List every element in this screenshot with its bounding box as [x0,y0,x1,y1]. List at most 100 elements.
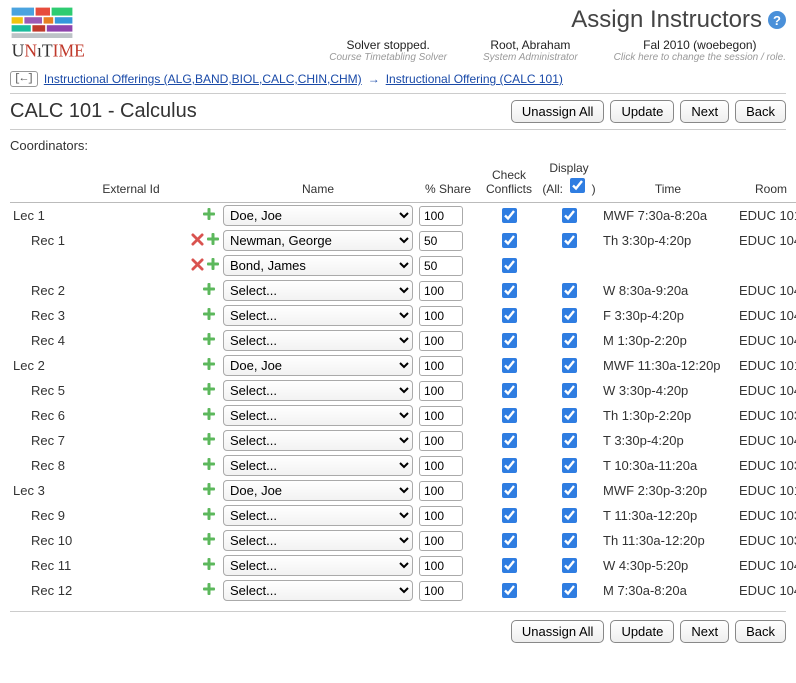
instructor-select[interactable]: Select...Doe, JoeNewman, GeorgeBond, Jam… [223,380,413,401]
check-conflicts-checkbox[interactable] [502,483,517,498]
share-input[interactable] [419,331,463,351]
display-checkbox[interactable] [562,383,577,398]
breadcrumb-link-offerings[interactable]: Instructional Offerings (ALG,BAND,BIOL,C… [44,72,362,86]
back-button[interactable]: Back [735,100,786,123]
instructor-select[interactable]: Select...Doe, JoeNewman, GeorgeBond, Jam… [223,480,413,501]
check-conflicts-checkbox[interactable] [502,333,517,348]
share-input[interactable] [419,381,463,401]
share-input[interactable] [419,456,463,476]
instructor-select[interactable]: Select...Doe, JoeNewman, GeorgeBond, Jam… [223,405,413,426]
check-conflicts-checkbox[interactable] [502,258,517,273]
check-conflicts-checkbox[interactable] [502,533,517,548]
add-icon[interactable] [202,432,216,446]
check-conflicts-checkbox[interactable] [502,208,517,223]
add-icon[interactable] [202,482,216,496]
display-checkbox[interactable] [562,458,577,473]
add-icon[interactable] [202,307,216,321]
section-label: Rec 3 [10,303,76,328]
share-input[interactable] [419,506,463,526]
add-icon[interactable] [202,582,216,596]
check-conflicts-checkbox[interactable] [502,433,517,448]
breadcrumb-link-offering[interactable]: Instructional Offering (CALC 101) [386,72,563,86]
display-checkbox[interactable] [562,558,577,573]
back-button[interactable]: Back [735,620,786,643]
check-conflicts-checkbox[interactable] [502,558,517,573]
add-icon[interactable] [202,282,216,296]
check-conflicts-checkbox[interactable] [502,458,517,473]
check-conflicts-checkbox[interactable] [502,308,517,323]
display-checkbox[interactable] [562,533,577,548]
next-button[interactable]: Next [680,620,729,643]
breadcrumb-back-icon[interactable]: [←] [10,71,38,87]
add-icon[interactable] [202,407,216,421]
check-conflicts-checkbox[interactable] [502,408,517,423]
share-input[interactable] [419,281,463,301]
add-icon[interactable] [202,207,216,221]
share-input[interactable] [419,481,463,501]
update-button[interactable]: Update [610,100,674,123]
instructor-select[interactable]: Select...Doe, JoeNewman, GeorgeBond, Jam… [223,530,413,551]
instructor-select[interactable]: Select...Doe, JoeNewman, GeorgeBond, Jam… [223,330,413,351]
instructor-select[interactable]: Select...Doe, JoeNewman, GeorgeBond, Jam… [223,205,413,226]
delete-icon[interactable] [190,233,204,247]
check-conflicts-checkbox[interactable] [502,358,517,373]
unassign-all-button[interactable]: Unassign All [511,100,605,123]
delete-icon[interactable] [190,258,204,272]
instructor-select[interactable]: Select...Doe, JoeNewman, GeorgeBond, Jam… [223,555,413,576]
display-checkbox[interactable] [562,408,577,423]
add-icon[interactable] [202,357,216,371]
instructor-select[interactable]: Select...Doe, JoeNewman, GeorgeBond, Jam… [223,580,413,601]
display-checkbox[interactable] [562,358,577,373]
display-checkbox[interactable] [562,333,577,348]
instructor-select[interactable]: Select...Doe, JoeNewman, GeorgeBond, Jam… [223,455,413,476]
display-checkbox[interactable] [562,583,577,598]
update-button[interactable]: Update [610,620,674,643]
unitime-logo[interactable]: UNıTIME [10,6,90,62]
next-button[interactable]: Next [680,100,729,123]
instructor-select[interactable]: Select...Doe, JoeNewman, GeorgeBond, Jam… [223,305,413,326]
share-input[interactable] [419,556,463,576]
share-input[interactable] [419,356,463,376]
instructor-select[interactable]: Select...Doe, JoeNewman, GeorgeBond, Jam… [223,255,413,276]
display-checkbox[interactable] [562,283,577,298]
check-conflicts-checkbox[interactable] [502,283,517,298]
instructor-select[interactable]: Select...Doe, JoeNewman, GeorgeBond, Jam… [223,355,413,376]
display-checkbox[interactable] [562,483,577,498]
share-input[interactable] [419,581,463,601]
add-icon[interactable] [206,257,220,271]
user-status[interactable]: Root, Abraham System Administrator [483,38,578,63]
share-input[interactable] [419,231,463,251]
share-input[interactable] [419,406,463,426]
display-checkbox[interactable] [562,508,577,523]
help-icon[interactable]: ? [768,11,786,29]
add-icon[interactable] [202,382,216,396]
session-status[interactable]: Fal 2010 (woebegon) Click here to change… [614,38,786,63]
external-id-cell [76,353,186,378]
add-icon[interactable] [202,332,216,346]
add-icon[interactable] [206,232,220,246]
instructor-select[interactable]: Select...Doe, JoeNewman, GeorgeBond, Jam… [223,280,413,301]
display-checkbox[interactable] [562,208,577,223]
share-input[interactable] [419,431,463,451]
check-conflicts-checkbox[interactable] [502,508,517,523]
instructor-select[interactable]: Select...Doe, JoeNewman, GeorgeBond, Jam… [223,430,413,451]
share-input[interactable] [419,206,463,226]
time-cell: M 7:30a-8:20a [600,578,736,603]
add-icon[interactable] [202,532,216,546]
check-conflicts-checkbox[interactable] [502,233,517,248]
display-all-checkbox[interactable] [570,178,585,193]
display-checkbox[interactable] [562,308,577,323]
add-icon[interactable] [202,507,216,521]
share-input[interactable] [419,531,463,551]
check-conflicts-checkbox[interactable] [502,583,517,598]
share-input[interactable] [419,256,463,276]
instructor-select[interactable]: Select...Doe, JoeNewman, GeorgeBond, Jam… [223,230,413,251]
add-icon[interactable] [202,557,216,571]
check-conflicts-checkbox[interactable] [502,383,517,398]
display-checkbox[interactable] [562,233,577,248]
display-checkbox[interactable] [562,433,577,448]
unassign-all-button[interactable]: Unassign All [511,620,605,643]
add-icon[interactable] [202,457,216,471]
share-input[interactable] [419,306,463,326]
instructor-select[interactable]: Select...Doe, JoeNewman, GeorgeBond, Jam… [223,505,413,526]
